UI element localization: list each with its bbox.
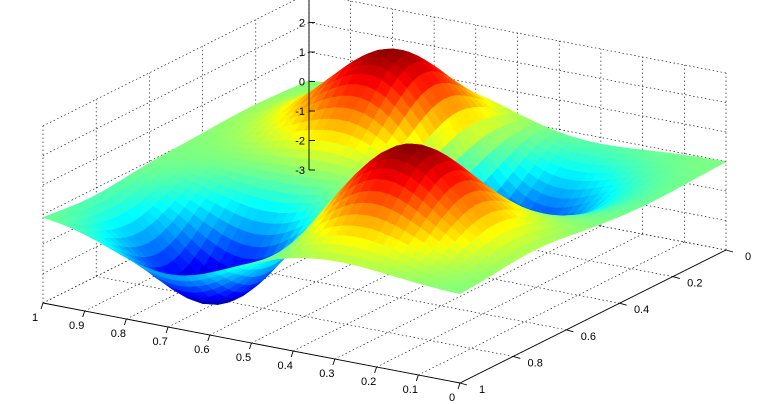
surface-patch — [449, 287, 467, 295]
x-tick-label: 0.7 — [152, 336, 167, 348]
side-wall-grid-line-z — [42, 0, 296, 127]
z-tick-label: -3 — [295, 165, 305, 177]
y-tick-label: 0.4 — [634, 304, 649, 316]
y-tick-label: 0.8 — [528, 357, 543, 369]
floor-grid-line-x — [418, 241, 685, 376]
x-tick-label: 0.5 — [236, 352, 251, 364]
surface — [42, 48, 727, 305]
x-tick-label: 0.9 — [69, 320, 84, 332]
z-tick-label: 0 — [299, 77, 305, 89]
x-tick-label: 0.3 — [319, 368, 334, 380]
x-tick-mark — [374, 366, 378, 374]
floor-grid-line-x — [251, 209, 518, 344]
x-tick-label: 0.4 — [278, 360, 293, 372]
x-tick-label: 1 — [32, 312, 38, 324]
back-wall-grid-line-z — [343, 0, 727, 74]
y-tick-mark — [459, 382, 468, 386]
x-tick-label: 0.8 — [111, 328, 126, 340]
x-tick-mark — [207, 334, 211, 342]
x-tick-mark — [249, 342, 252, 350]
x-tick-label: 0.2 — [361, 376, 376, 388]
x-tick-mark — [290, 350, 294, 358]
z-tick-label: 2 — [299, 18, 305, 30]
x-tick-label: 0.1 — [403, 384, 418, 396]
z-tick-label: -2 — [295, 136, 305, 148]
back-wall-grid-line-z — [308, 22, 727, 103]
y-axis-line — [459, 249, 727, 384]
y-tick-label: 0 — [745, 251, 751, 263]
y-tick-mark — [619, 302, 627, 306]
y-tick-label: 0.6 — [581, 331, 596, 343]
floor-grid-line-y — [96, 276, 514, 357]
y-tick-mark — [566, 329, 574, 333]
y-tick-mark — [513, 355, 521, 359]
y-tick-mark — [725, 249, 734, 253]
z-tick-label: 1 — [299, 47, 305, 59]
y-tick-label: 1 — [479, 384, 485, 396]
x-tick-mark — [415, 374, 419, 382]
floor-grid-line-x — [209, 201, 476, 336]
side-wall-grid-line-z — [42, 51, 310, 186]
z-tick-label: -1 — [295, 106, 305, 118]
y-tick-mark — [672, 276, 680, 280]
x-tick-mark — [332, 358, 336, 366]
axes — [40, 0, 734, 390]
floor-grid-line-x — [376, 233, 643, 368]
floor-grid-line-x — [334, 225, 602, 360]
x-tick-mark — [82, 310, 86, 318]
x-tick-mark — [457, 382, 461, 390]
y-tick-label: 0.2 — [687, 278, 702, 290]
x-tick-mark — [123, 318, 127, 326]
tick-labels: 0 0.1 0.2 0.3 0.4 0.5 0.6 0.7 0.8 0.9 1 0 0.2 0.4 0.6 0… — [32, 18, 751, 404]
floor-grid-line-x — [167, 193, 435, 328]
x-tick-label: 0.6 — [194, 344, 209, 356]
x-tick-label: 0 — [449, 392, 455, 404]
back-wall-grid-line-z — [308, 51, 727, 133]
x-tick-mark — [165, 326, 169, 334]
side-wall-grid-line-z — [42, 22, 310, 156]
x-tick-mark — [40, 302, 44, 310]
floor-grid-line-y — [149, 249, 567, 331]
